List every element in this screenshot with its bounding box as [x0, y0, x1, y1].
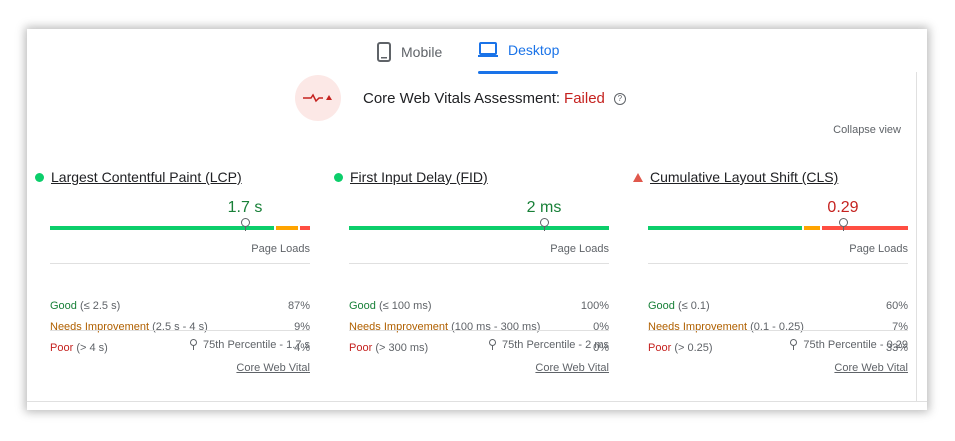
core-web-vital-link[interactable]: Core Web Vital	[834, 362, 908, 374]
page-loads-label: Page Loads	[550, 243, 609, 255]
distribution-bar	[648, 218, 908, 231]
device-tabs: Mobile Desktop	[27, 29, 927, 75]
distribution-row: Poor (> 300 ms) 0%	[349, 342, 609, 354]
rating-range: (100 ms - 300 ms)	[451, 321, 541, 333]
laptop-icon	[478, 42, 498, 57]
rating-range: (> 300 ms)	[375, 342, 429, 354]
percentile-text: 75th Percentile - 0.29	[790, 338, 908, 351]
active-tab-indicator	[478, 71, 558, 74]
rating-label: Needs Improvement	[349, 321, 449, 333]
rating-label: Needs Improvement	[648, 321, 748, 333]
rating-percent: 4%	[294, 342, 310, 354]
rating-label: Poor	[349, 342, 373, 354]
metric-title: Largest Contentful Paint (LCP)	[35, 169, 242, 185]
distribution-bar	[349, 218, 609, 231]
distribution-row: Good (≤ 100 ms) 100%	[349, 300, 609, 312]
distribution-row: Good (≤ 2.5 s) 87%	[50, 300, 310, 312]
core-web-vital-link[interactable]: Core Web Vital	[236, 362, 310, 374]
cwv-report-card: Mobile Desktop Core Web Vitals Assessmen…	[27, 29, 927, 410]
vitals-pulse-icon	[295, 75, 341, 121]
rating-label: Good	[349, 300, 376, 312]
bar-good-segment	[648, 226, 802, 230]
metric-title-link[interactable]: First Input Delay (FID)	[350, 169, 488, 185]
tab-desktop[interactable]: Desktop	[478, 42, 559, 58]
rating-range: (2.5 s - 4 s)	[152, 321, 208, 333]
rating-label: Good	[648, 300, 675, 312]
rating-percent: 87%	[287, 300, 310, 312]
percentile-value: 75th Percentile - 2 ms	[502, 339, 609, 351]
metric-value: 0.29	[827, 199, 859, 216]
rating-range: (> 4 s)	[76, 342, 108, 354]
percentile-marker-icon	[241, 218, 250, 231]
rating-percent: 0%	[593, 342, 609, 354]
metric-title-link[interactable]: Largest Contentful Paint (LCP)	[51, 169, 242, 185]
row-divider	[50, 263, 310, 264]
bar-good-segment	[349, 226, 609, 230]
metric-value: 2 ms	[526, 199, 562, 216]
row-divider	[648, 330, 908, 331]
distribution-row: Needs Improvement (0.1 - 0.25) 7%	[648, 321, 908, 333]
bar-needs-improvement-segment	[276, 226, 298, 230]
distribution-row: Good (≤ 0.1) 60%	[648, 300, 908, 312]
rating-percent: 100%	[580, 300, 609, 312]
assessment-status: Failed	[564, 90, 605, 107]
rating-label: Needs Improvement	[50, 321, 150, 333]
distribution-bar	[50, 218, 310, 231]
rating-range: (≤ 0.1)	[677, 300, 710, 312]
percentile-value: 75th Percentile - 0.29	[803, 339, 908, 351]
percentile-text: 75th Percentile - 2 ms	[489, 338, 609, 351]
rating-range: (≤ 2.5 s)	[79, 300, 121, 312]
row-divider	[50, 330, 310, 331]
row-divider	[349, 263, 609, 264]
rating-label: Poor	[50, 342, 74, 354]
poor-indicator-icon	[633, 172, 643, 182]
metric-value: 1.7 s	[227, 199, 263, 216]
bar-good-segment	[50, 226, 275, 230]
rating-percent: 0%	[593, 321, 609, 333]
percentile-value: 75th Percentile - 1.7 s	[202, 339, 310, 351]
percentile-text: 75th Percentile - 1.7 s	[189, 338, 310, 351]
page-loads-label: Page Loads	[849, 243, 908, 255]
distribution-row: Poor (> 0.25) 33%	[648, 342, 908, 354]
help-icon[interactable]: ?	[613, 92, 626, 105]
percentile-marker-icon	[839, 218, 848, 231]
page-loads-label: Page Loads	[251, 243, 310, 255]
metric-title-link[interactable]: Cumulative Layout Shift (CLS)	[650, 169, 839, 185]
rating-range: (0.1 - 0.25)	[750, 321, 804, 333]
metric-title: Cumulative Layout Shift (CLS)	[633, 169, 838, 185]
pin-icon	[790, 338, 798, 350]
smartphone-icon	[377, 42, 391, 62]
tab-mobile-label: Mobile	[401, 44, 443, 60]
rating-label: Good	[50, 300, 77, 312]
good-indicator-icon	[35, 172, 44, 182]
bar-poor-segment	[822, 226, 908, 230]
rating-percent: 7%	[892, 321, 908, 333]
rating-percent: 60%	[885, 300, 908, 312]
assessment-label: Core Web Vitals Assessment:	[363, 90, 561, 107]
rating-range: (> 0.25)	[674, 342, 713, 354]
tab-desktop-label: Desktop	[508, 42, 560, 58]
collapse-view-button[interactable]: Collapse view	[833, 124, 901, 136]
pin-icon	[489, 338, 496, 350]
rating-range: (≤ 100 ms)	[378, 300, 432, 312]
pin-icon	[189, 338, 197, 350]
distribution-row: Poor (> 4 s) 4%	[50, 342, 310, 354]
rating-percent: 9%	[294, 321, 310, 333]
assessment-heading: Core Web Vitals Assessment: Failed ?	[363, 90, 626, 107]
distribution-row: Needs Improvement (2.5 s - 4 s) 9%	[50, 321, 310, 333]
percentile-marker-icon	[540, 218, 549, 231]
distribution-row: Needs Improvement (100 ms - 300 ms) 0%	[349, 321, 609, 333]
row-divider	[349, 330, 609, 331]
scroll-divider	[916, 72, 917, 402]
rating-label: Poor	[648, 342, 672, 354]
metric-title: First Input Delay (FID)	[334, 169, 488, 185]
core-web-vital-link[interactable]: Core Web Vital	[535, 362, 609, 374]
good-indicator-icon	[334, 172, 343, 182]
bar-poor-segment	[299, 226, 310, 230]
bar-needs-improvement-segment	[804, 226, 821, 230]
divider	[27, 401, 927, 402]
tab-mobile[interactable]: Mobile	[377, 42, 442, 62]
row-divider	[648, 263, 908, 264]
rating-percent: 33%	[885, 342, 908, 354]
